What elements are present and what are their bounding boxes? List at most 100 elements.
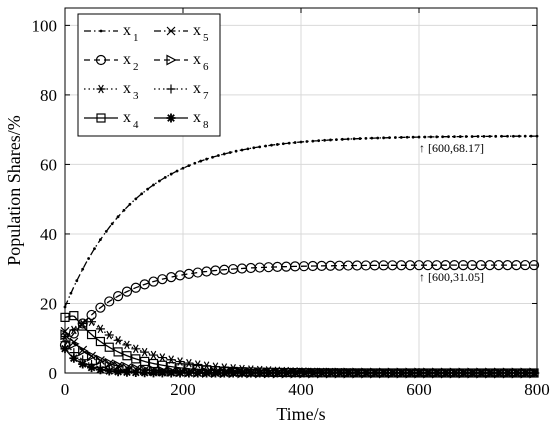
series-marker — [93, 247, 96, 251]
series-marker — [323, 138, 326, 142]
series-marker — [113, 367, 123, 377]
legend: x 1x 2x 3x 4x 5x 6x 7x 8 — [77, 13, 221, 137]
series-marker — [146, 187, 150, 191]
series-marker — [358, 137, 362, 140]
series-marker — [411, 135, 415, 139]
series-marker — [529, 134, 533, 138]
series-marker — [87, 257, 90, 260]
series-marker — [181, 166, 185, 170]
x-tick-label: 600 — [406, 380, 432, 399]
data-annotation: ↑ [600,68.17] — [419, 141, 484, 155]
series-marker — [193, 360, 203, 369]
series-marker — [211, 155, 214, 159]
series-marker — [447, 135, 450, 139]
series-marker — [317, 139, 321, 143]
series-marker — [96, 113, 106, 123]
series-marker — [464, 135, 468, 138]
series-marker — [364, 136, 368, 140]
series-layer — [59, 134, 540, 379]
legend-label: x — [193, 80, 201, 97]
series-marker — [95, 354, 107, 366]
y-axis-title: Population Shares/% — [4, 115, 24, 266]
series-marker — [110, 222, 114, 226]
series-marker — [512, 134, 515, 138]
legend-label-subscript: 1 — [133, 32, 139, 44]
y-tick-label: 60 — [40, 155, 57, 174]
series-marker — [113, 347, 123, 357]
series-marker — [199, 159, 203, 163]
series-marker — [99, 238, 102, 242]
series-marker — [104, 366, 114, 376]
series-marker — [140, 356, 150, 367]
series-marker — [95, 336, 106, 347]
axis-ticks: 0 200 400 600 800 0 20 40 60 80 100 — [32, 8, 550, 399]
series-marker — [122, 340, 132, 350]
series-marker — [131, 354, 141, 364]
series-marker — [441, 135, 444, 139]
legend-label-subscript: 7 — [203, 90, 209, 102]
series-marker — [258, 145, 262, 149]
data-annotation: ↑ [600,31.05] — [419, 270, 484, 284]
series-marker — [78, 321, 88, 331]
y-tick-label: 80 — [40, 86, 57, 105]
series-marker — [134, 197, 138, 201]
legend-label-subscript: 6 — [203, 61, 209, 73]
series-marker — [140, 192, 144, 196]
legend-label-subscript: 2 — [133, 61, 139, 73]
series-marker — [95, 302, 106, 313]
legend-label: x — [193, 109, 201, 126]
series-marker — [169, 172, 173, 176]
series-marker — [130, 282, 141, 293]
series-marker — [112, 291, 124, 302]
series-marker — [528, 259, 540, 271]
series-marker — [205, 157, 209, 161]
series-marker — [228, 151, 232, 154]
series-marker — [69, 325, 79, 335]
legend-label-subscript: 8 — [203, 119, 209, 131]
series-marker — [293, 141, 297, 144]
legend-label-subscript: 5 — [203, 32, 209, 44]
series-marker — [370, 136, 374, 140]
legend-label: x — [123, 22, 131, 39]
series-marker — [149, 350, 158, 360]
series-marker — [128, 202, 132, 206]
legend-label: x — [193, 22, 201, 39]
series-marker — [131, 344, 141, 354]
series-marker — [69, 311, 79, 321]
series-marker — [394, 136, 397, 139]
series-marker — [163, 176, 167, 179]
series-marker — [523, 134, 527, 138]
x-tick-label: 200 — [170, 380, 196, 399]
series-marker — [335, 138, 338, 142]
series-marker — [305, 140, 309, 143]
series-marker — [246, 147, 250, 151]
series-marker — [299, 140, 303, 144]
x-tick-label: 0 — [61, 380, 70, 399]
series-marker — [252, 146, 256, 150]
series-marker — [81, 267, 85, 271]
y-tick-label: 0 — [49, 364, 58, 383]
series-marker — [429, 135, 433, 139]
annotations: ↑ [600,68.17] ↑ [600,31.05] — [419, 141, 484, 284]
series-marker — [87, 317, 97, 327]
series-marker — [95, 54, 107, 66]
series-marker — [152, 183, 155, 187]
series-marker — [352, 137, 356, 141]
series-marker — [193, 161, 197, 165]
series-marker — [104, 342, 114, 352]
series-marker — [482, 134, 486, 138]
series-marker — [346, 137, 350, 141]
series-marker — [276, 143, 279, 146]
series-marker — [69, 338, 80, 350]
series-marker — [264, 144, 267, 148]
series-marker — [140, 347, 150, 357]
series-marker — [506, 134, 509, 138]
series-marker — [69, 291, 73, 295]
series-marker — [488, 134, 492, 138]
